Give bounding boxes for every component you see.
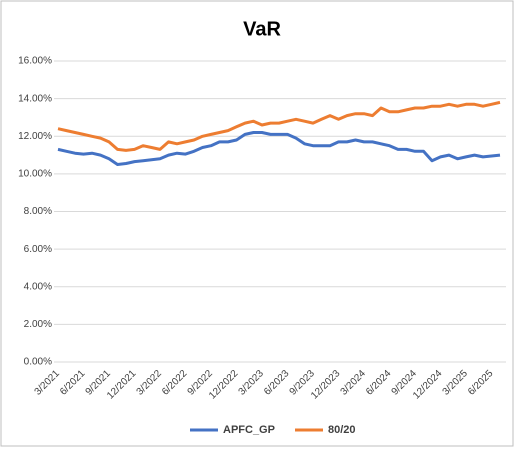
y-tick-label: 10.00% — [18, 169, 52, 180]
y-tick-label: 14.00% — [18, 93, 52, 104]
series-line — [57, 131, 501, 166]
series-line — [57, 100, 501, 152]
y-tick-label: 16.00% — [18, 56, 52, 67]
y-tick-label: 6.00% — [24, 244, 52, 255]
y-tick-label: 2.00% — [24, 319, 52, 330]
y-tick-label: 8.00% — [24, 206, 52, 217]
chart-title: VaR — [243, 18, 281, 40]
y-tick-label: 12.00% — [18, 131, 52, 142]
y-tick-label: 0.00% — [24, 357, 52, 368]
legend-label: 80/20 — [328, 424, 356, 436]
y-tick-label: 4.00% — [24, 281, 52, 292]
legend-label: APFC_GP — [223, 424, 275, 436]
